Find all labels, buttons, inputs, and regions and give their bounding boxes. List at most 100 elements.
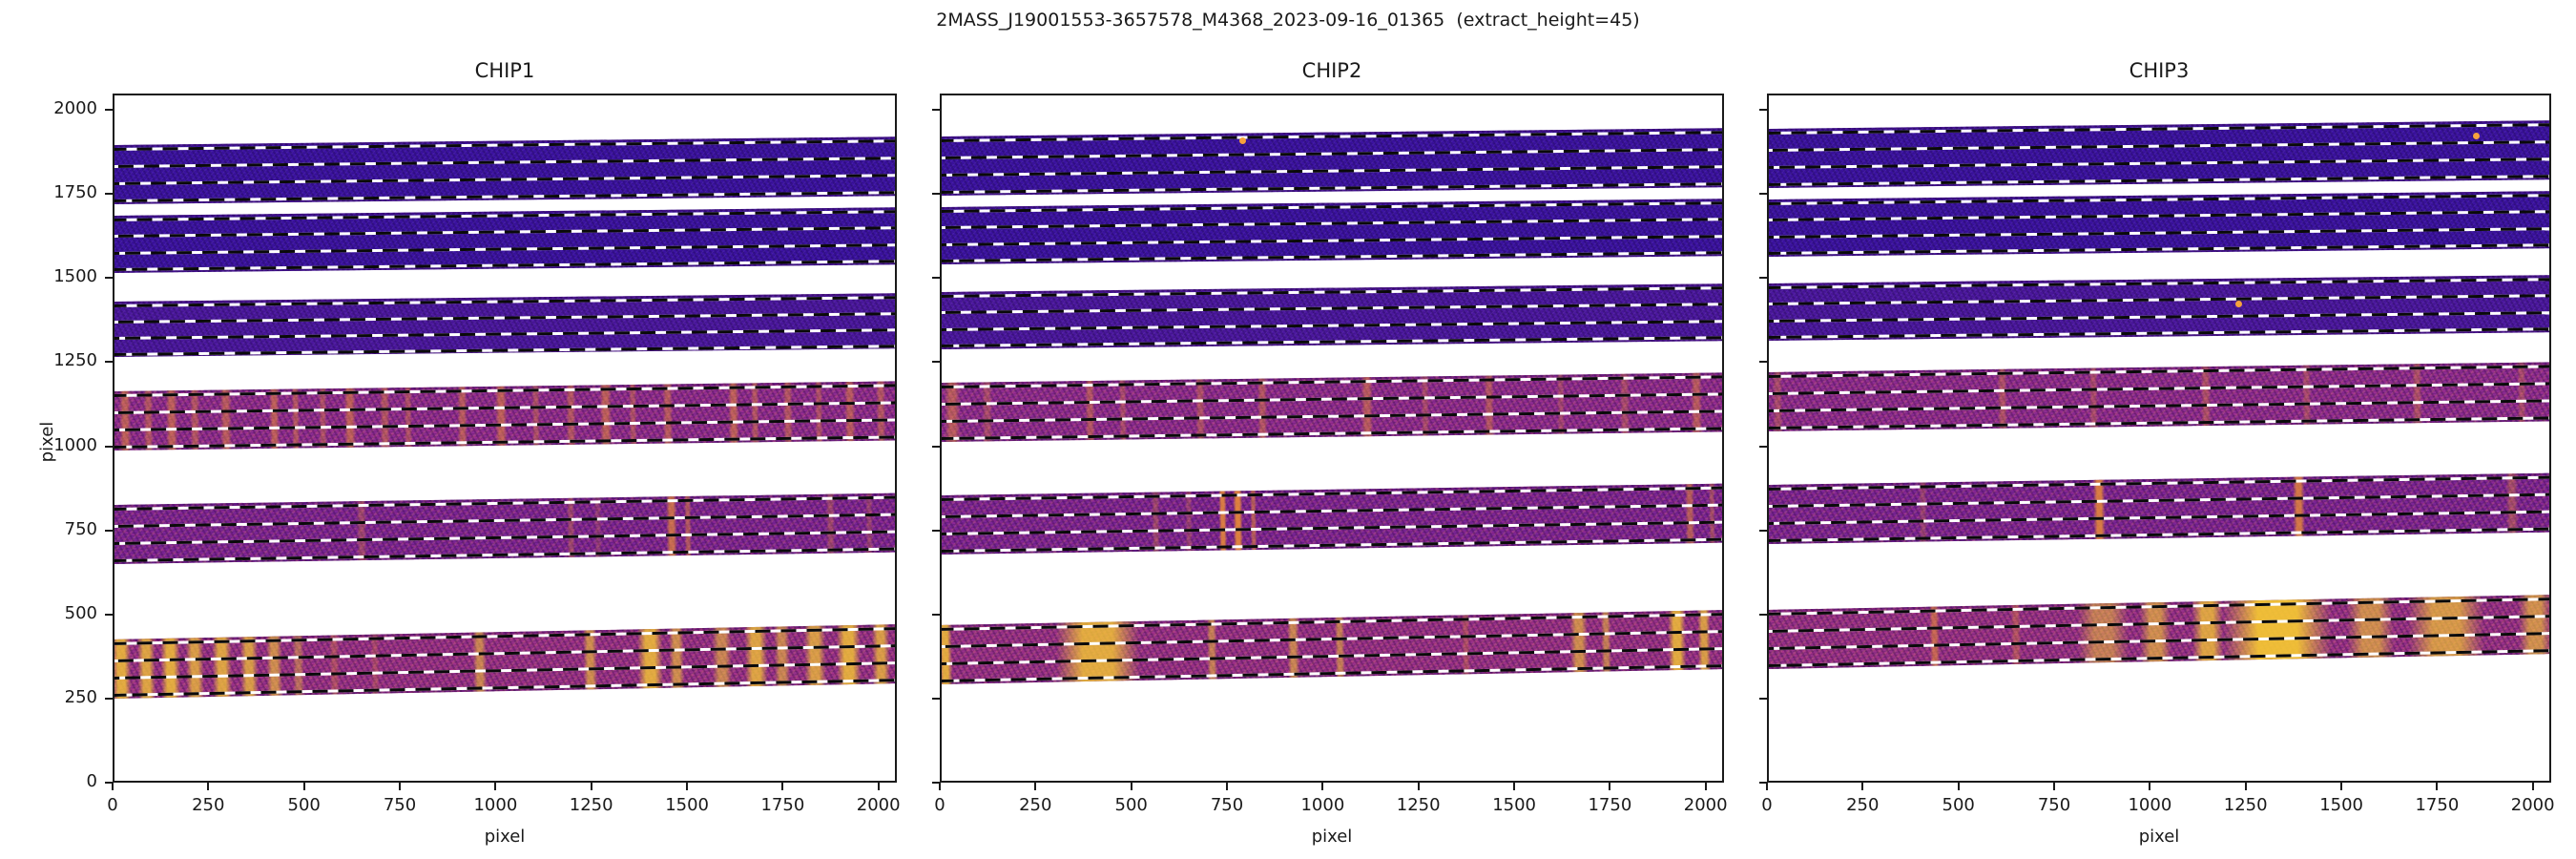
- y-tick-label: 1000: [53, 434, 97, 455]
- x-tick: [1861, 783, 1864, 790]
- panel-title-chip1: CHIP1: [474, 59, 535, 82]
- x-tick: [1226, 783, 1228, 790]
- trace-dashed-line: [114, 296, 895, 307]
- y-tick: [932, 361, 940, 364]
- x-tick-label: 1250: [569, 795, 613, 815]
- y-tick: [1759, 361, 1767, 364]
- trace-dashed-line: [1769, 174, 2549, 186]
- spectral-order-band: [1769, 472, 2549, 544]
- y-tick: [932, 613, 940, 616]
- trace-dashed-line: [1769, 294, 2549, 306]
- y-tick: [105, 697, 113, 700]
- trace-dashed-line: [1769, 226, 2549, 239]
- y-tick: [1759, 697, 1767, 700]
- y-tick: [105, 445, 113, 448]
- x-tick: [939, 783, 941, 790]
- x-tick-label: 250: [1846, 795, 1880, 815]
- y-tick: [105, 277, 113, 280]
- spectral-order-band: [1769, 119, 2549, 188]
- y-tick: [1759, 445, 1767, 448]
- x-tick-label: 1000: [473, 795, 518, 815]
- x-tick: [2436, 783, 2439, 790]
- x-tick: [877, 783, 880, 790]
- trace-dashed-line: [114, 226, 895, 239]
- trace-dashed-line: [114, 327, 895, 340]
- spectral-order-band: [942, 199, 1722, 265]
- spectral-order-band: [114, 492, 895, 565]
- spectral-order-band: [942, 128, 1722, 197]
- x-tick-label: 2000: [856, 795, 901, 815]
- trace-dashed-line: [942, 201, 1722, 214]
- spectral-order-band: [942, 609, 1722, 684]
- y-tick-label: 750: [64, 518, 97, 539]
- trace-dashed-line: [942, 285, 1722, 298]
- x-tick-label: 1000: [1300, 795, 1345, 815]
- spectral-order-band: [114, 380, 895, 450]
- y-tick: [932, 277, 940, 280]
- y-tick: [932, 697, 940, 700]
- y-tick: [1759, 108, 1767, 111]
- trace-dashed-line: [1769, 210, 2549, 221]
- x-tick: [2053, 783, 2055, 790]
- y-tick: [1759, 529, 1767, 532]
- trace-dashed-line: [1769, 193, 2549, 205]
- y-tick: [932, 445, 940, 448]
- trace-dashed-line: [942, 148, 1722, 160]
- spectral-order-band: [1769, 190, 2549, 257]
- y-tick: [105, 108, 113, 111]
- trace-dashed-line: [942, 165, 1722, 178]
- y-tick-label: 250: [64, 686, 97, 707]
- x-tick-label: 500: [1114, 795, 1148, 815]
- trace-dashed-line: [1769, 139, 2549, 152]
- x-tick-label: 750: [383, 795, 417, 815]
- x-tick-label: 0: [934, 795, 945, 815]
- x-tick-label: 1750: [760, 795, 805, 815]
- spectral-order-band: [942, 371, 1722, 442]
- x-tick: [1417, 783, 1420, 790]
- y-tick: [105, 193, 113, 196]
- figure-title: 2MASS_J19001553-3657578_M4368_2023-09-16…: [936, 10, 1640, 31]
- trace-dashed-line: [942, 182, 1722, 195]
- trace-dashed-line: [1769, 242, 2549, 255]
- x-tick: [302, 783, 305, 790]
- x-tick: [590, 783, 592, 790]
- x-tick-label: 1000: [2128, 795, 2172, 815]
- x-tick-label: 1750: [1588, 795, 1632, 815]
- x-tick-label: 1250: [1396, 795, 1441, 815]
- x-tick-label: 1250: [2223, 795, 2268, 815]
- y-tick-label: 1500: [53, 266, 97, 287]
- x-tick: [2531, 783, 2534, 790]
- x-tick: [1766, 783, 1768, 790]
- trace-dashed-line: [114, 191, 895, 202]
- trace-dashed-line: [1769, 326, 2549, 339]
- panel-title-chip2: CHIP2: [1301, 59, 1362, 82]
- y-tick: [105, 529, 113, 532]
- trace-dashed-line: [1769, 277, 2549, 289]
- x-tick: [112, 783, 114, 790]
- y-tick: [932, 529, 940, 532]
- x-tick-label: 2000: [2510, 795, 2555, 815]
- hot-pixel-artifact: [2472, 132, 2480, 139]
- spectral-order-band: [1769, 274, 2549, 341]
- x-axis-label: pixel: [1311, 827, 1353, 847]
- spectral-order-band: [942, 283, 1722, 349]
- x-tick-label: 2000: [1683, 795, 1728, 815]
- y-tick: [105, 361, 113, 364]
- spectral-order-band: [1769, 594, 2549, 669]
- x-tick: [1130, 783, 1132, 790]
- x-tick: [1704, 783, 1707, 790]
- spectral-order-band: [942, 483, 1722, 555]
- trace-dashed-line: [1769, 310, 2549, 323]
- y-tick: [105, 613, 113, 616]
- y-tick-label: 1250: [53, 350, 97, 371]
- x-tick-label: 1500: [665, 795, 709, 815]
- panel-chip3: [1767, 94, 2551, 783]
- y-tick-label: 0: [86, 771, 97, 791]
- y-tick: [1759, 277, 1767, 280]
- y-tick: [1759, 193, 1767, 196]
- spectral-order-band: [114, 293, 895, 358]
- x-axis-label: pixel: [484, 827, 526, 847]
- x-tick-label: 750: [1210, 795, 1244, 815]
- x-tick: [207, 783, 210, 790]
